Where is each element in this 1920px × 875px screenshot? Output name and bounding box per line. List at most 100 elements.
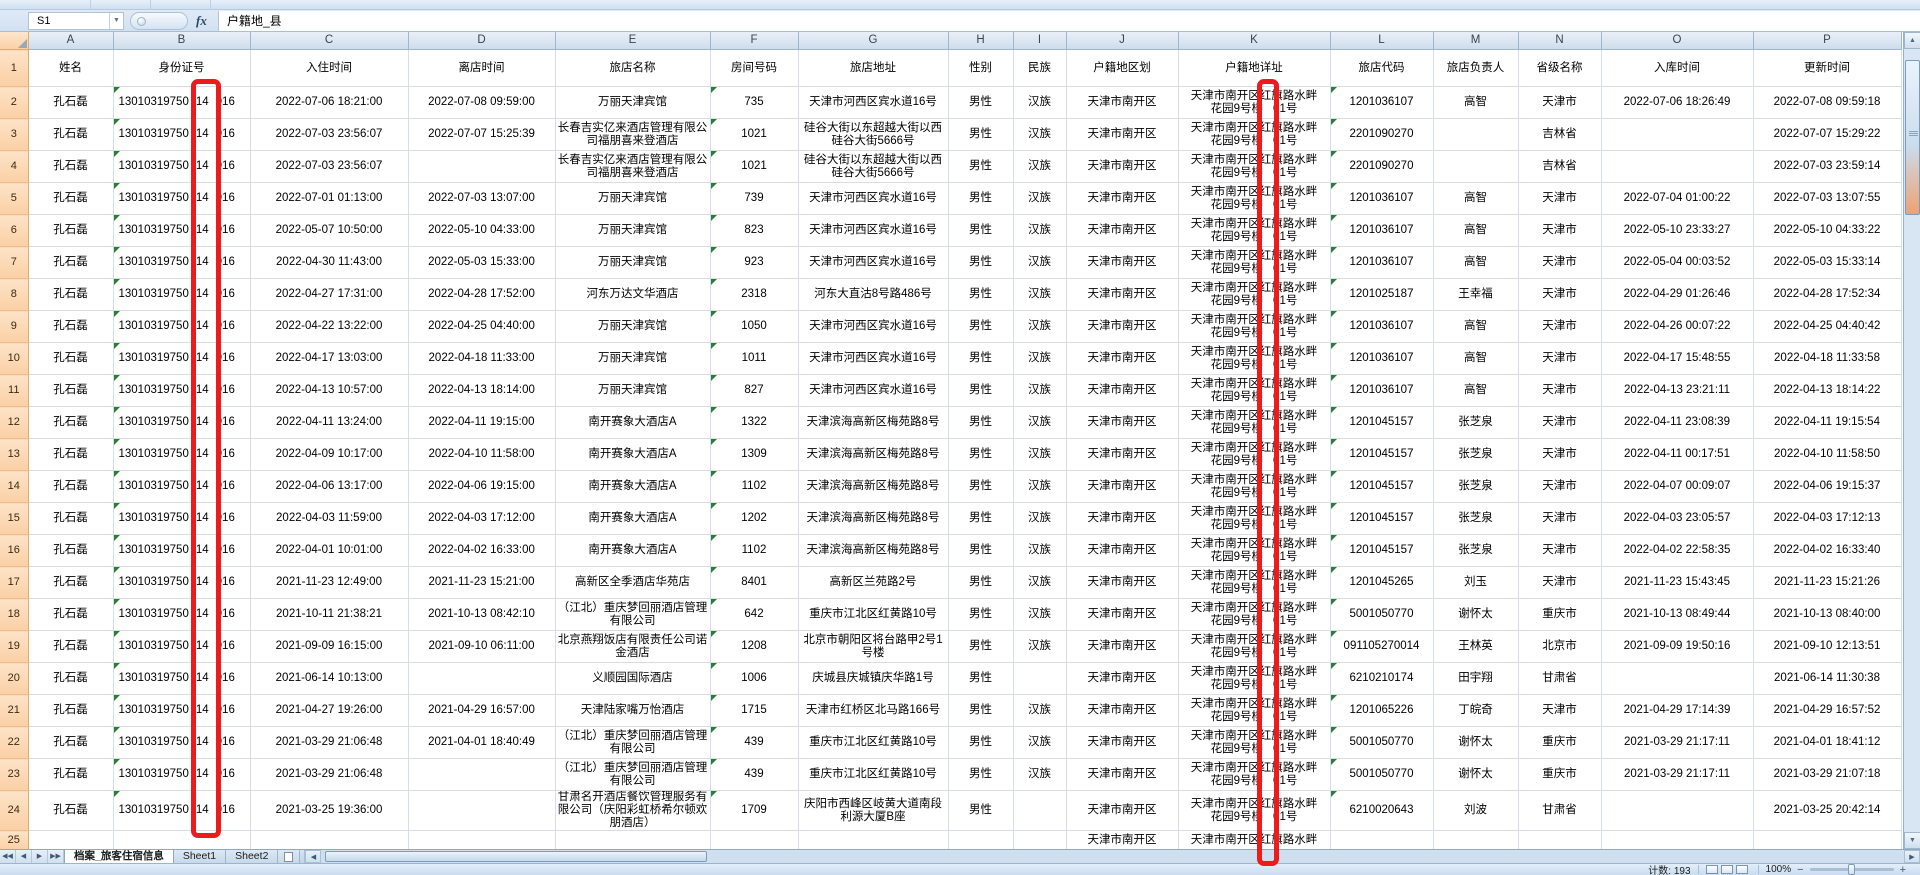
select-all-corner[interactable] xyxy=(0,32,29,50)
cell-E12[interactable]: 南开赛象大酒店A xyxy=(555,406,711,439)
cell-J22[interactable]: 天津市南开区 xyxy=(1066,726,1179,759)
cell-I24[interactable] xyxy=(1013,790,1067,831)
cell-B8[interactable]: 13010319750 14 016 xyxy=(113,278,251,311)
cell-F21[interactable]: 1715 xyxy=(710,694,799,727)
cell-H19[interactable]: 男性 xyxy=(948,630,1014,663)
cell-A3[interactable]: 孔石磊 xyxy=(28,118,114,151)
cell-C16[interactable]: 2022-04-01 10:01:00 xyxy=(250,534,409,567)
cell-F5[interactable]: 739 xyxy=(710,182,799,215)
cell-K15[interactable]: 天津市南开区红旗路水畔 花园9号楼 01号 xyxy=(1178,502,1331,535)
cell-P18[interactable]: 2021-10-13 08:40:00 xyxy=(1753,598,1902,631)
cell-E6[interactable]: 万丽天津宾馆 xyxy=(555,214,711,247)
scroll-down-icon[interactable]: ▼ xyxy=(1904,832,1920,849)
cell-L12[interactable]: 1201045157 xyxy=(1330,406,1434,439)
cell-M21[interactable]: 丁皖奇 xyxy=(1433,694,1519,727)
cell-N4[interactable]: 吉林省 xyxy=(1518,150,1602,183)
cell-B22[interactable]: 13010319750 14 016 xyxy=(113,726,251,759)
row-header-2[interactable]: 2 xyxy=(0,86,29,119)
cell-G19[interactable]: 北京市朝阳区将台路甲2号1号楼 xyxy=(798,630,949,663)
cell-E17[interactable]: 高新区全季酒店华苑店 xyxy=(555,566,711,599)
cell-P20[interactable]: 2021-06-14 11:30:38 xyxy=(1753,662,1902,695)
cell-K20[interactable]: 天津市南开区红旗路水畔 花园9号楼 01号 xyxy=(1178,662,1331,695)
cell-K23[interactable]: 天津市南开区红旗路水畔 花园9号楼 01号 xyxy=(1178,758,1331,791)
cell-C23[interactable]: 2021-03-29 21:06:48 xyxy=(250,758,409,791)
cell-M16[interactable]: 张芝泉 xyxy=(1433,534,1519,567)
cell-G3[interactable]: 硅谷大街以东超越大街以西硅谷大街5666号 xyxy=(798,118,949,151)
cell-N9[interactable]: 天津市 xyxy=(1518,310,1602,343)
cell-P1[interactable]: 更新时间 xyxy=(1753,49,1902,87)
cell-N13[interactable]: 天津市 xyxy=(1518,438,1602,471)
cell-I20[interactable] xyxy=(1013,662,1067,695)
cell-K5[interactable]: 天津市南开区红旗路水畔 花园9号楼 01号 xyxy=(1178,182,1331,215)
cell-L15[interactable]: 1201045157 xyxy=(1330,502,1434,535)
cell-L1[interactable]: 旅店代码 xyxy=(1330,49,1434,87)
cell-E25[interactable] xyxy=(555,830,711,849)
cell-I9[interactable]: 汉族 xyxy=(1013,310,1067,343)
cell-M2[interactable]: 高智 xyxy=(1433,86,1519,119)
col-header-A[interactable]: A xyxy=(28,32,114,50)
cell-H7[interactable]: 男性 xyxy=(948,246,1014,279)
row-header-20[interactable]: 20 xyxy=(0,662,29,695)
cell-J1[interactable]: 户籍地区划 xyxy=(1066,49,1179,87)
insert-function-icon[interactable]: fx xyxy=(196,13,207,28)
cell-O4[interactable] xyxy=(1601,150,1754,183)
cell-A17[interactable]: 孔石磊 xyxy=(28,566,114,599)
cell-J15[interactable]: 天津市南开区 xyxy=(1066,502,1179,535)
cell-O16[interactable]: 2022-04-02 22:58:35 xyxy=(1601,534,1754,567)
vertical-scroll-thumb[interactable] xyxy=(1905,60,1920,215)
cell-L13[interactable]: 1201045157 xyxy=(1330,438,1434,471)
cell-D22[interactable]: 2021-04-01 18:40:49 xyxy=(408,726,556,759)
cell-M10[interactable]: 高智 xyxy=(1433,342,1519,375)
cell-M14[interactable]: 张芝泉 xyxy=(1433,470,1519,503)
cell-E18[interactable]: （江北）重庆梦回丽酒店管理有限公司 xyxy=(555,598,711,631)
cell-K9[interactable]: 天津市南开区红旗路水畔 花园9号楼 01号 xyxy=(1178,310,1331,343)
cell-M1[interactable]: 旅店负责人 xyxy=(1433,49,1519,87)
cell-J24[interactable]: 天津市南开区 xyxy=(1066,790,1179,831)
col-header-I[interactable]: I xyxy=(1013,32,1067,50)
page-break-view-icon[interactable] xyxy=(1735,865,1748,874)
cell-M8[interactable]: 王幸福 xyxy=(1433,278,1519,311)
col-header-J[interactable]: J xyxy=(1066,32,1179,50)
cell-F17[interactable]: 8401 xyxy=(710,566,799,599)
cell-M22[interactable]: 谢怀太 xyxy=(1433,726,1519,759)
row-header-13[interactable]: 13 xyxy=(0,438,29,471)
zoom-slider-thumb[interactable] xyxy=(1847,864,1855,875)
cell-N16[interactable]: 天津市 xyxy=(1518,534,1602,567)
horizontal-scrollbar[interactable]: ◀ ▶ xyxy=(304,850,1920,863)
cell-O24[interactable] xyxy=(1601,790,1754,831)
cell-L7[interactable]: 1201036107 xyxy=(1330,246,1434,279)
cell-L6[interactable]: 1201036107 xyxy=(1330,214,1434,247)
row-header-1[interactable]: 1 xyxy=(0,49,29,87)
cell-I15[interactable]: 汉族 xyxy=(1013,502,1067,535)
cell-K4[interactable]: 天津市南开区红旗路水畔 花园9号楼 01号 xyxy=(1178,150,1331,183)
row-header-15[interactable]: 15 xyxy=(0,502,29,535)
cell-I1[interactable]: 民族 xyxy=(1013,49,1067,87)
cell-P25[interactable] xyxy=(1753,830,1902,849)
cell-B7[interactable]: 13010319750 14 016 xyxy=(113,246,251,279)
cell-B3[interactable]: 13010319750 14 016 xyxy=(113,118,251,151)
cell-C1[interactable]: 入住时间 xyxy=(250,49,409,87)
cell-M12[interactable]: 张芝泉 xyxy=(1433,406,1519,439)
cell-A4[interactable]: 孔石磊 xyxy=(28,150,114,183)
cell-E9[interactable]: 万丽天津宾馆 xyxy=(555,310,711,343)
cell-B10[interactable]: 13010319750 14 016 xyxy=(113,342,251,375)
cell-A2[interactable]: 孔石磊 xyxy=(28,86,114,119)
cell-E5[interactable]: 万丽天津宾馆 xyxy=(555,182,711,215)
sheet-tab-sheet2[interactable]: Sheet2 xyxy=(226,850,279,863)
cell-D14[interactable]: 2022-04-06 19:15:00 xyxy=(408,470,556,503)
row-header-16[interactable]: 16 xyxy=(0,534,29,567)
cell-G4[interactable]: 硅谷大街以东超越大街以西硅谷大街5666号 xyxy=(798,150,949,183)
cell-A14[interactable]: 孔石磊 xyxy=(28,470,114,503)
cell-E10[interactable]: 万丽天津宾馆 xyxy=(555,342,711,375)
cell-M3[interactable] xyxy=(1433,118,1519,151)
cell-A11[interactable]: 孔石磊 xyxy=(28,374,114,407)
row-header-17[interactable]: 17 xyxy=(0,566,29,599)
cell-I6[interactable]: 汉族 xyxy=(1013,214,1067,247)
cell-C15[interactable]: 2022-04-03 11:59:00 xyxy=(250,502,409,535)
cell-N12[interactable]: 天津市 xyxy=(1518,406,1602,439)
cell-I14[interactable]: 汉族 xyxy=(1013,470,1067,503)
cell-J19[interactable]: 天津市南开区 xyxy=(1066,630,1179,663)
cell-P21[interactable]: 2021-04-29 16:57:52 xyxy=(1753,694,1902,727)
cell-M5[interactable]: 高智 xyxy=(1433,182,1519,215)
cell-G24[interactable]: 庆阳市西峰区岐黄大道南段利源大厦B座 xyxy=(798,790,949,831)
